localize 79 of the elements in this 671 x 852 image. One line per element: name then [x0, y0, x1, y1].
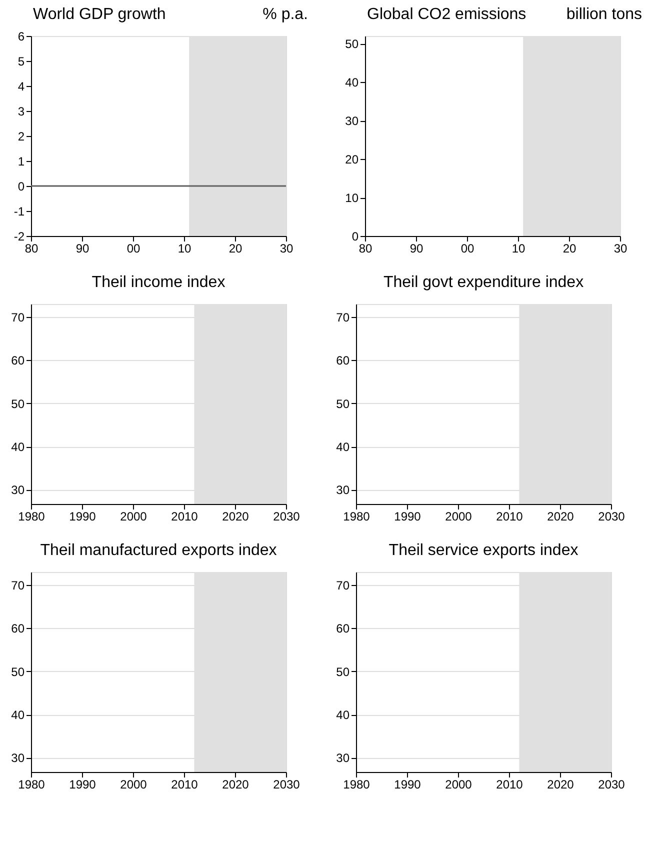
- y-tick-label: 30: [336, 751, 350, 766]
- y-tick-label: 40: [345, 76, 359, 90]
- x-tick-label: 2020: [222, 778, 250, 792]
- y-tick-label: 0: [18, 180, 25, 194]
- y-tick-label: 30: [11, 751, 25, 766]
- y-tick-label: 60: [11, 354, 25, 368]
- x-tick-label: 2010: [496, 510, 524, 524]
- text: % p.a.: [262, 6, 308, 23]
- x-tick-label: 20: [228, 242, 242, 256]
- y-tick-label: 40: [11, 440, 25, 454]
- y-tick-label: 30: [345, 114, 359, 128]
- x-tick-label: 1980: [343, 778, 370, 792]
- x-tick-label: 80: [24, 242, 38, 256]
- y-tick-label: 50: [336, 396, 350, 411]
- y-tick-label: 40: [11, 708, 25, 722]
- y-tick-label: 10: [345, 191, 359, 206]
- x-tick-label: 2000: [445, 778, 472, 792]
- x-tick-label: 2020: [547, 778, 574, 792]
- chart-title: Theil govt expenditure index: [383, 274, 584, 291]
- x-tick-label: 2010: [171, 778, 198, 792]
- y-tick-label: 0: [352, 230, 359, 244]
- x-tick-label: 2020: [222, 510, 250, 524]
- x-tick-label: 1990: [69, 510, 96, 524]
- y-tick-label: 40: [336, 440, 350, 454]
- x-tick-label: 2020: [547, 510, 574, 524]
- y-tick-label: 20: [345, 152, 359, 167]
- x-tick-label: 2000: [120, 510, 148, 524]
- y-tick-label: 50: [11, 396, 25, 411]
- y-tick-label: 70: [11, 578, 25, 592]
- x-tick-label: 10: [512, 242, 526, 256]
- chart-title: Theil manufactured exports index: [40, 542, 277, 559]
- y-tick-label: 60: [336, 622, 350, 636]
- y-tick-label: 50: [336, 664, 350, 679]
- y-tick-label: 60: [336, 354, 350, 368]
- y-tick-label: 70: [336, 310, 350, 324]
- x-tick-label: 00: [460, 242, 474, 256]
- x-tick-label: 1990: [394, 778, 422, 792]
- x-tick-label: 1990: [69, 778, 96, 792]
- y-tick-label: 40: [336, 708, 350, 722]
- y-tick-label: 50: [11, 664, 25, 679]
- x-tick-label: 2030: [273, 778, 300, 792]
- x-tick-label: 90: [76, 242, 90, 256]
- y-tick-label: 5: [18, 54, 25, 68]
- x-tick-label: 00: [126, 242, 140, 256]
- x-tick-label: 1980: [18, 778, 46, 792]
- y-tick-label: 30: [336, 483, 350, 498]
- y-tick-label: 3: [18, 104, 25, 118]
- chart-title: Theil service exports index: [388, 542, 578, 559]
- x-tick-label: 1980: [343, 510, 370, 524]
- x-tick-label: 2010: [496, 778, 524, 792]
- y-tick-label: 1: [18, 154, 25, 168]
- y-tick-label: 50: [345, 37, 359, 52]
- y-tick-label: 30: [11, 483, 25, 498]
- y-tick-label: -1: [14, 204, 25, 218]
- x-tick-label: 1990: [394, 510, 422, 524]
- x-tick-label: 80: [358, 242, 372, 256]
- y-tick-label: -2: [14, 230, 25, 244]
- x-tick-label: 1980: [18, 510, 46, 524]
- y-tick-label: 2: [18, 130, 25, 144]
- x-tick-label: 2030: [273, 510, 300, 524]
- x-tick-label: 20: [562, 242, 576, 256]
- x-tick-label: 30: [614, 242, 628, 256]
- y-tick-label: 70: [11, 310, 25, 324]
- x-tick-label: 2000: [445, 510, 472, 524]
- chart-title: Global CO2 emissions: [367, 6, 526, 23]
- text: billion tons: [566, 6, 642, 23]
- x-tick-label: 30: [280, 242, 294, 256]
- y-tick-label: 6: [18, 30, 25, 44]
- x-tick-label: 2030: [598, 778, 626, 792]
- x-tick-label: 10: [178, 242, 192, 256]
- x-tick-label: 2030: [598, 510, 626, 524]
- chart-title: World GDP growth: [33, 6, 166, 23]
- y-tick-label: 60: [11, 622, 25, 636]
- x-tick-label: 2000: [120, 778, 148, 792]
- x-tick-label: 2010: [171, 510, 198, 524]
- y-tick-label: 70: [336, 578, 350, 592]
- y-tick-label: 4: [18, 80, 25, 94]
- x-tick-label: 90: [410, 242, 424, 256]
- chart-title: Theil income index: [92, 274, 226, 291]
